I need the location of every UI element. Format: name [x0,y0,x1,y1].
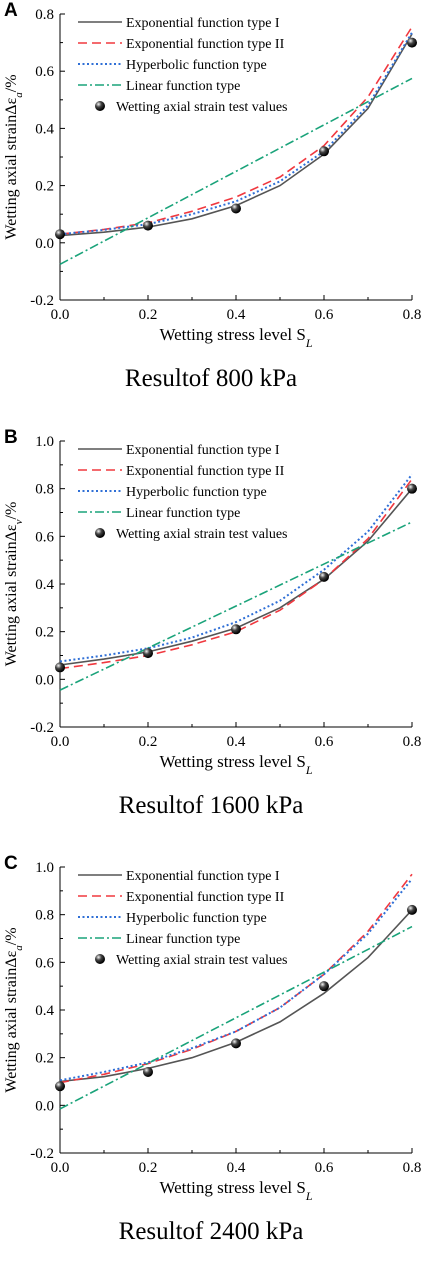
test-value-point [231,624,241,635]
y-tick-label: -0.2 [30,720,54,736]
series-line-4 [59,77,413,266]
legend-label: Exponential function type I [126,16,280,31]
legend-label: Exponential function type II [126,464,285,479]
y-tick-label: 0.0 [35,672,54,688]
series-line-3 [59,878,413,1082]
x-tick-label: 0.0 [51,734,70,750]
legend-label: Hyperbolic function type [126,485,267,500]
chart-panel-c: -0.2 0.0 0.2 0.4 0.6 0.8 1.0 0.0 0.2 0.4 0.6 0.8 Wet… [0,853,422,1273]
test-value-point [407,37,417,48]
y-tick-label: 1.0 [35,860,54,876]
y-tick-label: 0.6 [35,955,54,971]
legend-marker [95,954,105,964]
test-value-point [143,220,153,231]
legend-label: Exponential function type I [126,869,280,884]
y-tick-label: 0.8 [35,482,54,498]
legend-label: Linear function type [126,932,240,947]
legend-label: Hyperbolic function type [126,911,267,926]
test-value-point [231,1038,241,1049]
chart-caption: Resultof 800 kPa [124,365,298,392]
x-tick-label: 0.2 [139,734,158,750]
x-tick-label: 0.4 [227,1160,246,1176]
legend-marker [95,101,105,111]
x-axis-title: Wetting stress level SL [159,1178,312,1203]
x-tick-label: 0.0 [51,1160,70,1176]
series-line-3 [59,473,413,663]
chart-panel-a: -0.2 0.0 0.2 0.4 0.6 0.8 0.0 0.2 0.4 0.6 0.8 Wettin… [0,0,422,420]
x-tick-label: 0.2 [139,307,158,323]
legend-label: Linear function type [126,79,240,94]
y-tick-label: 0.4 [35,577,54,593]
legend-label: Exponential function type I [126,443,280,458]
test-value-point [143,1066,153,1077]
chart-svg: -0.20.00.20.40.60.80.0 0.2 0.4 0.6 0.8Wettin… [3,7,422,350]
test-value-point [143,648,153,659]
x-tick-label: 0.8 [403,1160,422,1176]
y-tick-label: 0.0 [35,1098,54,1114]
y-tick-label: 0.8 [35,7,54,23]
y-axis-title: Wetting axial strainΔεa/% [3,74,25,239]
chart-svg: -0.20.00.20.40.60.81.00.0 0.2 0.4 0.6 0.8Wet… [3,434,422,777]
legend-label: Wetting axial strain test values [116,953,288,968]
test-value-point [319,571,329,582]
x-tick-label: 0.6 [315,734,334,750]
test-value-point [407,904,417,915]
y-tick-label: 0.2 [35,179,54,195]
series-line-3 [59,32,413,236]
legend-label: Wetting axial strain test values [116,527,288,542]
x-tick-label: 0.6 [315,307,334,323]
test-value-point [55,662,65,673]
series-line-4 [59,521,413,691]
y-tick-label: 1.0 [35,434,54,450]
series-line-2 [59,873,413,1084]
legend-label: Hyperbolic function type [126,58,267,73]
test-value-point [55,229,65,240]
test-value-point [407,483,417,494]
legend-label: Wetting axial strain test values [116,100,288,115]
x-tick-label: 0.2 [139,1160,158,1176]
y-tick-label: 0.8 [35,908,54,924]
x-tick-label: 0.8 [403,734,422,750]
y-axis-title: Wetting axial strainΔεa/% [3,927,25,1092]
x-axis-title: Wetting stress level SL [159,325,312,350]
x-tick-label: 0.4 [227,307,246,323]
test-value-point [319,146,329,157]
panel-label: A [4,0,18,21]
y-tick-label: 0.2 [35,625,54,641]
y-tick-label: 0.4 [35,1003,54,1019]
legend-marker [95,528,105,538]
series-line-2 [59,478,413,670]
y-tick-label: 0.4 [35,121,54,137]
test-value-point [231,203,241,214]
y-tick-label: -0.2 [30,1146,54,1162]
panel-label: B [4,427,18,448]
y-tick-label: 0.6 [35,64,54,80]
y-axis-title: Wetting axial strainΔεv/% [3,502,25,667]
chart-svg: -0.20.00.20.40.60.81.00.0 0.2 0.4 0.6 0.8Wet… [3,860,422,1203]
panel-label: C [4,853,18,874]
y-tick-label: 0.2 [35,1051,54,1067]
x-tick-label: 0.6 [315,1160,334,1176]
legend-label: Exponential function type II [126,890,285,905]
x-tick-label: 0.4 [227,734,246,750]
x-tick-label: 0.8 [403,307,422,323]
y-tick-label: -0.2 [30,293,54,309]
x-axis-title: Wetting stress level SL [159,752,312,777]
series-line-4 [59,925,413,1110]
legend-label: Linear function type [126,506,240,521]
chart-caption: Resultof 2400 kPa [118,1218,304,1245]
x-tick-label: 0.0 [51,307,70,323]
y-tick-label: 0.0 [35,236,54,252]
chart-caption: Resultof 1600 kPa [118,792,304,819]
test-value-point [319,981,329,992]
legend-label: Exponential function type II [126,37,285,52]
chart-panel-b: -0.2 0.0 0.2 0.4 0.6 0.8 1.0 0.0 0.2 0.4 0.6 0.8 Wet… [0,427,422,847]
test-value-point [55,1081,65,1092]
y-tick-label: 0.6 [35,529,54,545]
